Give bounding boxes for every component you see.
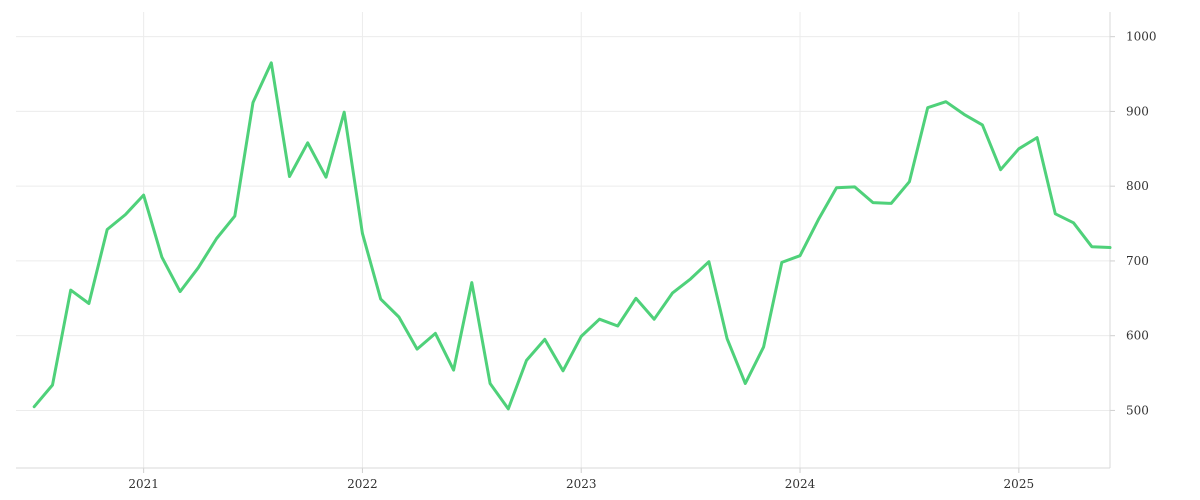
y-gridlines: [16, 36, 1110, 411]
y-tick-label: 800: [1126, 179, 1149, 193]
x-tick-label: 2024: [785, 477, 816, 491]
x-gridlines: [143, 12, 1020, 468]
y-tick-labels: 500 600 700 800 900 1000: [1126, 30, 1157, 418]
y-tick-label: 700: [1126, 254, 1149, 268]
y-tick-label: 1000: [1126, 30, 1157, 44]
x-tick-label: 2023: [566, 477, 597, 491]
x-tick-labels: 2021 2022 2023 2024 2025: [128, 477, 1034, 491]
x-tick-label: 2022: [347, 477, 378, 491]
y-tick-label: 900: [1126, 104, 1149, 118]
x-tick-label: 2021: [128, 477, 159, 491]
y-tick-label: 500: [1126, 403, 1149, 417]
series-layer: [32, 61, 1112, 411]
axes: [16, 12, 1115, 473]
series-line: [32, 61, 1112, 411]
y-tick-label: 600: [1126, 329, 1149, 343]
x-tick-label: 2025: [1004, 477, 1035, 491]
